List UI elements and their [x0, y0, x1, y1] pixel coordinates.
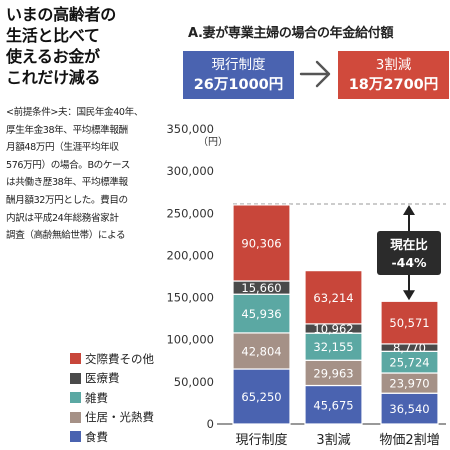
conditions-line: 月額48万円（生涯平均年収	[6, 142, 119, 154]
data-label: 36,540	[389, 402, 429, 416]
data-label: 45,675	[313, 398, 353, 412]
legend-item-housing: 住居・光熱費	[70, 408, 154, 428]
cut-30-label: 3割減	[375, 57, 412, 73]
conditions-line: 酬月額32万円とした。費目の	[6, 194, 128, 206]
bar-segment	[232, 293, 291, 334]
y-tick-label: 250,000	[166, 206, 214, 220]
chart-title: A.妻が専業主婦の場合の年金給付額	[188, 26, 394, 41]
conditions-line: 内訳は平成24年総務省家計	[6, 212, 119, 224]
cut-30-box: 3割減 18万2700円	[338, 51, 449, 99]
headline-line: 使えるお金が	[6, 47, 100, 66]
y-tick-label: 0	[207, 417, 214, 431]
annotation-line1: 現在比	[390, 237, 428, 252]
conditions-line: 576万円）の場合。Bのケース	[6, 159, 130, 171]
annotation-box	[377, 231, 441, 275]
legend-swatch-food	[70, 431, 81, 443]
data-label: 23,970	[389, 377, 429, 391]
legend-label-social: 交際費その他	[85, 351, 154, 366]
y-tick-label: 50,000	[174, 375, 214, 389]
annotation-line2: -44%	[391, 255, 427, 270]
data-label: 25,724	[389, 356, 429, 370]
data-label: 65,250	[241, 390, 281, 404]
bar-segment	[232, 204, 291, 282]
headline-line: これだけ減る	[6, 68, 101, 87]
conditions-line: は共働き歴38年、平均標準報	[6, 177, 128, 189]
data-label: 50,571	[389, 316, 429, 330]
legend-label-food: 食費	[85, 429, 108, 444]
legend-swatch-housing	[70, 411, 81, 423]
legend-item-food: 食費	[70, 427, 154, 447]
data-label: 15,660	[241, 281, 281, 295]
legend-label-medical: 医療費	[85, 371, 120, 386]
legend-swatch-social	[70, 353, 81, 365]
legend-label-misc: 雑費	[85, 390, 108, 405]
y-tick-label: 200,000	[166, 248, 214, 262]
bar-segment	[304, 384, 363, 425]
legend-swatch-medical	[70, 372, 81, 384]
conditions-line: 調査（高齢無給世帯）による	[6, 230, 126, 242]
data-label: 42,804	[241, 344, 281, 358]
bar-segment	[380, 300, 439, 345]
conditions-line: 厚生年金38年、平均標準報酬	[6, 124, 128, 136]
current-system-amount: 26万1000円	[193, 77, 284, 93]
category-label: 物価2割増	[379, 432, 439, 448]
current-system-box: 現行制度 26万1000円	[183, 51, 294, 99]
category-label: 現行制度	[235, 432, 287, 448]
legend: 交際費その他 医療費 雑費 住居・光熱費 食費	[70, 349, 154, 447]
data-label: 63,214	[313, 291, 353, 305]
data-label: 45,936	[241, 307, 281, 321]
data-label: 29,963	[313, 366, 353, 380]
bar-segment	[232, 368, 291, 425]
legend-label-housing: 住居・光熱費	[85, 410, 154, 425]
data-label: 32,155	[313, 340, 353, 354]
bar-segment	[304, 332, 363, 361]
y-tick-label: 100,000	[166, 333, 214, 347]
arrow-up-icon	[403, 205, 415, 216]
legend-swatch-misc	[70, 392, 81, 404]
data-label: 10,962	[313, 322, 353, 336]
headline: いまの高齢者の 生活と比べて 使えるお金が これだけ減る	[6, 4, 174, 88]
category-label: 3割減	[316, 432, 350, 448]
conditions-note: <前提条件>夫：国民年金40年、 厚生年金38年、平均標準報酬 月額48万円（生…	[6, 104, 174, 245]
legend-item-medical: 医療費	[70, 369, 154, 389]
arrow-down-icon	[403, 290, 415, 301]
arrow-right-icon	[299, 60, 331, 88]
y-axis-unit: （円）	[198, 136, 228, 148]
y-tick-label: 150,000	[166, 291, 214, 305]
cut-30-amount: 18万2700円	[348, 77, 439, 93]
legend-item-social: 交際費その他	[70, 349, 154, 369]
headline-line: 生活と比べて	[6, 26, 100, 45]
conditions-line: <前提条件>夫：国民年金40年、	[6, 107, 144, 118]
data-label: 90,306	[241, 236, 281, 250]
y-tick-label: 350,000	[166, 122, 214, 136]
y-tick-label: 300,000	[166, 164, 214, 178]
data-label: 8,770	[393, 341, 426, 355]
bar-segment	[232, 332, 291, 370]
current-system-label: 現行制度	[211, 57, 266, 73]
headline-line: いまの高齢者の	[6, 5, 116, 24]
legend-item-misc: 雑費	[70, 388, 154, 408]
bar-segment	[304, 270, 363, 325]
